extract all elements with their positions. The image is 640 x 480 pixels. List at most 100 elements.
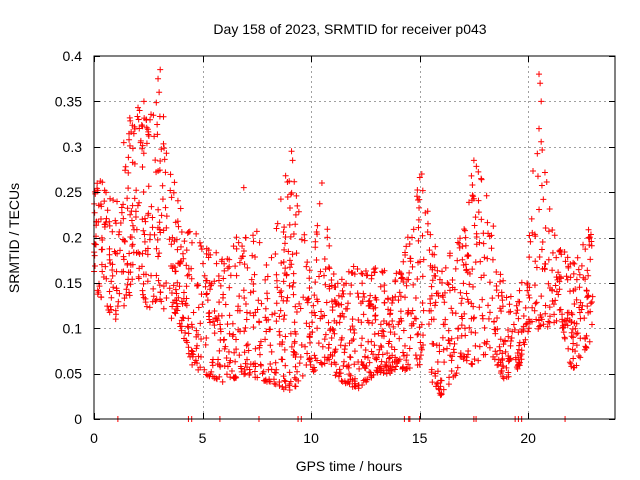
data-point <box>492 348 499 355</box>
data-point <box>286 257 293 264</box>
y-axis-label: SRMTID / TECUs <box>6 183 22 293</box>
data-point <box>395 297 402 304</box>
data-point <box>536 125 543 132</box>
data-point <box>577 354 584 361</box>
data-point <box>432 272 439 279</box>
data-point <box>307 339 314 346</box>
data-point <box>397 293 404 300</box>
data-point <box>585 272 592 279</box>
data-point <box>354 290 361 297</box>
data-point <box>291 319 298 326</box>
data-point <box>236 293 243 300</box>
data-point <box>420 332 427 339</box>
data-point <box>349 316 356 323</box>
data-point <box>409 307 416 314</box>
data-point <box>388 343 395 350</box>
y-tick-label: 0.15 <box>55 275 82 291</box>
data-point <box>490 353 497 360</box>
data-point <box>250 232 257 239</box>
data-point <box>226 330 233 337</box>
data-point <box>113 287 120 294</box>
data-point <box>209 356 216 363</box>
data-point <box>167 187 174 194</box>
data-point <box>252 253 259 260</box>
data-point <box>399 365 406 372</box>
data-point <box>142 247 149 254</box>
data-point <box>481 324 488 331</box>
data-point <box>406 240 413 247</box>
data-point <box>292 211 299 218</box>
y-tick-label: 0.25 <box>55 184 82 200</box>
data-point <box>543 178 550 185</box>
data-point <box>206 286 213 293</box>
data-point <box>338 336 345 343</box>
data-point <box>211 308 218 315</box>
data-point <box>536 206 543 213</box>
data-point <box>118 209 125 216</box>
data-point <box>203 335 210 342</box>
data-point <box>500 341 507 348</box>
data-point <box>193 345 200 352</box>
data-point <box>544 323 551 330</box>
data-point <box>107 260 114 267</box>
data-point <box>183 295 190 302</box>
data-point <box>468 300 475 307</box>
data-point <box>587 300 594 307</box>
data-point <box>300 294 307 301</box>
data-point <box>559 311 566 318</box>
data-point <box>263 317 270 324</box>
data-point <box>338 276 345 283</box>
data-point <box>274 284 281 291</box>
data-point <box>150 112 157 119</box>
data-point <box>458 322 465 329</box>
data-point <box>395 321 402 328</box>
data-point <box>480 240 487 247</box>
data-point <box>363 378 370 385</box>
data-point <box>282 172 289 179</box>
data-point <box>204 297 211 304</box>
data-point <box>419 187 426 194</box>
data-point <box>570 270 577 277</box>
data-point <box>288 343 295 350</box>
data-point <box>468 315 475 322</box>
data-point <box>542 260 549 267</box>
data-point <box>562 258 569 265</box>
data-point <box>139 287 146 294</box>
data-point <box>417 339 424 346</box>
data-point <box>525 316 532 323</box>
data-point <box>322 331 329 338</box>
data-point <box>306 355 313 362</box>
data-point <box>479 312 486 319</box>
data-point <box>228 367 235 374</box>
data-point <box>126 130 133 137</box>
data-point <box>188 275 195 282</box>
data-point <box>284 294 291 301</box>
data-point <box>472 214 479 221</box>
data-point <box>405 309 412 316</box>
data-point <box>252 363 259 370</box>
data-point <box>410 226 417 233</box>
data-point <box>359 280 366 287</box>
data-point <box>584 294 591 301</box>
data-point <box>586 235 593 242</box>
data-point <box>219 378 226 385</box>
data-point <box>91 252 98 259</box>
data-point <box>126 142 133 149</box>
data-point <box>126 136 133 143</box>
data-point <box>131 195 138 202</box>
data-point <box>496 305 503 312</box>
data-point <box>129 202 136 209</box>
data-point <box>144 126 151 133</box>
data-point <box>152 157 159 164</box>
data-point <box>476 343 483 350</box>
data-point <box>126 289 133 296</box>
data-point <box>217 326 224 333</box>
data-point <box>106 251 113 258</box>
data-point <box>289 157 296 164</box>
data-point <box>226 359 233 366</box>
data-point <box>486 344 493 351</box>
data-point <box>312 238 319 245</box>
data-point <box>220 275 227 282</box>
data-point <box>117 247 124 254</box>
data-point <box>141 215 148 222</box>
